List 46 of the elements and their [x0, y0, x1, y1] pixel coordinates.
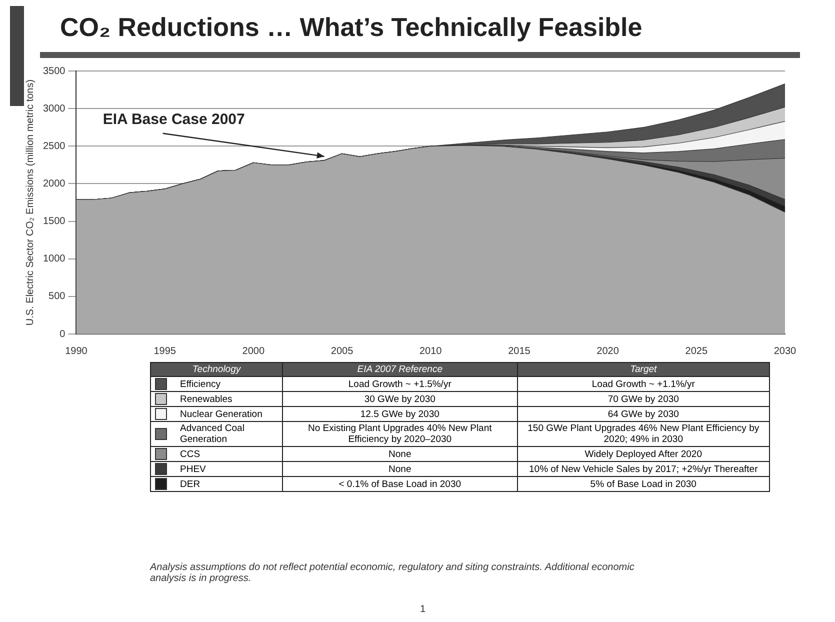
y-axis-title: U.S. Electric Sector CO₂ Emissions (million metric tons): [24, 79, 36, 326]
annotation: EIA Base Case 2007: [102, 111, 245, 128]
y-tick-label: 1000: [42, 254, 66, 265]
text: Target: [517, 362, 770, 376]
legend-title: Technology: [150, 362, 282, 376]
y-tick-label: 3500: [42, 66, 66, 77]
text: 64 GWe by 2030: [517, 406, 770, 422]
text: Load Growth ~ +1.5%/yr: [282, 376, 518, 392]
x-tick-label: 1995: [154, 346, 176, 357]
legend-label: Advanced Coal Generation: [176, 422, 282, 446]
legend-label: Efficiency: [176, 376, 282, 392]
y-tick-label: 2000: [42, 178, 66, 190]
y-tick-label: 1500: [42, 216, 66, 228]
legend-label: DER: [176, 476, 282, 492]
x-tick-label: 1990: [65, 346, 88, 357]
text: Load Growth ~ +1.1%/yr: [517, 376, 770, 392]
text: 1: [420, 604, 426, 615]
x-tick-label: 2010: [420, 346, 442, 357]
text: Widely Deployed After 2020: [517, 446, 770, 462]
legend-label: PHEV: [176, 462, 282, 476]
x-tick-label: 2005: [330, 346, 354, 357]
x-tick-label: 2030: [774, 346, 797, 357]
x-tick-label: 2000: [242, 346, 265, 357]
text: 70 GWe by 2030: [517, 392, 770, 406]
y-tick-label: 2500: [42, 140, 66, 152]
text: 12.5 GWe by 2030: [282, 406, 518, 422]
text: < 0.1% of Base Load in 2030: [282, 476, 518, 492]
legend-label: CCS: [176, 446, 282, 462]
y-tick-label: 500: [48, 291, 66, 302]
x-tick-label: 2020: [596, 346, 620, 357]
x-tick-label: 2025: [685, 346, 708, 357]
text: 5% of Base Load in 2030: [517, 476, 770, 492]
y-tick-label: 3000: [42, 103, 66, 114]
text: 30 GWe by 2030: [282, 392, 518, 406]
chart-title: CO₂ Reductions … What’s Technically Feasible: [60, 12, 642, 43]
legend-label: Renewables: [176, 392, 282, 406]
text: EIA 2007 Reference: [282, 362, 518, 376]
text: None: [282, 462, 518, 476]
text: 150 GWe Plant Upgrades 46% New Plant Efficiency by 2020; 49% in 2030: [517, 422, 770, 446]
text: None: [282, 446, 518, 462]
y-tick-label: 0: [60, 328, 66, 340]
x-tick-label: 2015: [508, 346, 531, 357]
text: Analysis assumptions do not reflect potential economic, regulatory and siting constraints. Additional economic analysis is in progress.: [150, 562, 636, 584]
text: No Existing Plant Upgrades 40% New Plant Efficiency by 2020–2030: [282, 422, 518, 446]
legend-label: Nuclear Generation: [176, 406, 282, 422]
text: 10% of New Vehicle Sales by 2017; +2%/yr Thereafter: [517, 462, 770, 476]
